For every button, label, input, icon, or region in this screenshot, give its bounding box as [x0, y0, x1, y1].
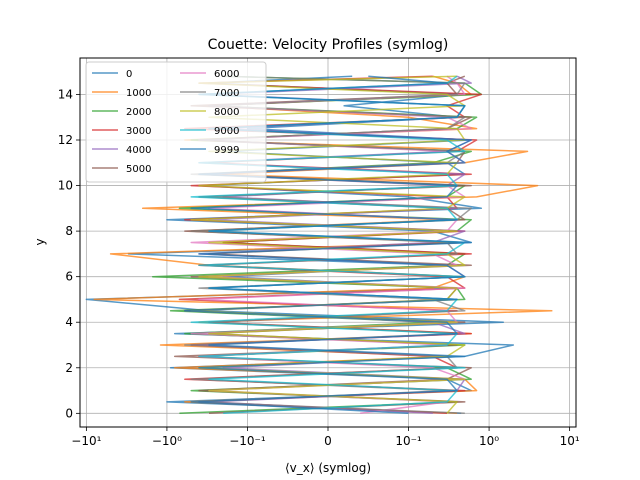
y-tick-label: 0: [65, 406, 73, 420]
x-tick-label: 10⁻¹: [395, 434, 422, 448]
y-tick-label: 4: [65, 315, 73, 329]
y-tick-label: 14: [58, 87, 73, 101]
legend-label: 6000: [214, 69, 239, 80]
legend-label: 5000: [126, 164, 151, 175]
x-tick-label: 10⁰: [479, 434, 499, 448]
legend-label: 2000: [126, 107, 151, 118]
x-tick-label: 0: [324, 434, 332, 448]
y-tick-label: 10: [58, 179, 73, 193]
y-tick-label: 2: [65, 361, 73, 375]
y-tick-label: 12: [58, 133, 73, 147]
legend-label: 1000: [126, 88, 151, 99]
x-tick-label: −10⁻¹: [229, 434, 266, 448]
legend-label: 9000: [214, 126, 239, 137]
legend-label: 8000: [214, 107, 239, 118]
legend-label: 4000: [126, 145, 151, 156]
legend: 0 1000 2000 3000 4000 5000 6000 7000 8000 9000 999…: [85, 61, 267, 183]
series-line-8000: [190, 75, 466, 414]
y-tick-label: 8: [65, 224, 73, 238]
x-axis-label: ⟨v_x⟩ (symlog): [285, 461, 371, 475]
x-tick-label: 10¹: [560, 434, 580, 448]
y-tick-label: 6: [65, 270, 73, 284]
legend-label: 3000: [126, 126, 151, 137]
x-tick-label: −10¹: [71, 434, 101, 448]
legend-label: 9999: [214, 145, 239, 156]
legend-label: 7000: [214, 88, 239, 99]
y-axis-ticks: 0 2 4 6 8 10 12 14: [58, 87, 80, 420]
legend-label: 0: [126, 69, 132, 80]
y-axis-label: y: [33, 238, 47, 245]
legend-box: [85, 61, 267, 183]
x-tick-label: −10⁰: [152, 434, 182, 448]
x-axis-ticks: −10¹ −10⁰ −10⁻¹ 0 10⁻¹ 10⁰ 10¹: [71, 427, 580, 448]
chart-title: Couette: Velocity Profiles (symlog): [208, 37, 449, 53]
